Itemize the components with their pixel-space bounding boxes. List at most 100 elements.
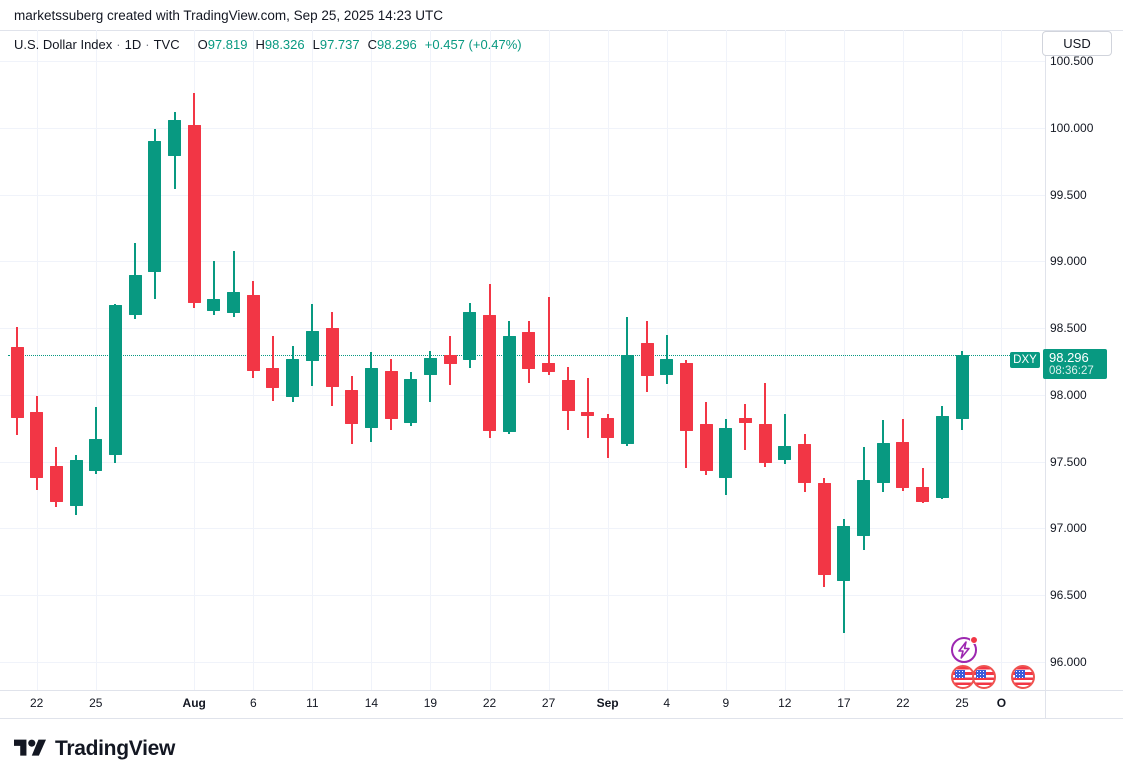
high-label: H	[255, 37, 265, 52]
events-lightning-icon[interactable]	[951, 636, 978, 663]
us-economic-event-flag-icon[interactable]	[1011, 665, 1035, 689]
candle-body	[128, 274, 142, 315]
horizontal-gridline	[0, 662, 1045, 663]
candle-body	[404, 378, 418, 423]
price-axis-label: 99.000	[1050, 254, 1087, 269]
symbol-header[interactable]: U.S. Dollar Index · 1D · TVC O97.819 H98.326 L9…	[14, 37, 522, 52]
symbol-price-flag: DXY	[1010, 352, 1040, 368]
close-label: C	[367, 37, 378, 52]
symbol-title[interactable]: U.S. Dollar Index	[14, 37, 113, 52]
time-axis-label: 11	[306, 696, 319, 710]
candle-wick	[744, 404, 747, 450]
us-economic-event-flag-icon[interactable]	[972, 665, 996, 689]
candle-body	[699, 424, 713, 471]
flag-canton	[955, 670, 965, 678]
price-axis-label: 96.000	[1050, 655, 1087, 669]
change-value: +0.457 (+0.47%)	[424, 37, 522, 52]
time-axis-label: 9	[722, 696, 730, 710]
candle-body	[837, 525, 851, 581]
last-price-label: 98.296 08:36:27	[1043, 349, 1107, 379]
candle-wick	[586, 377, 589, 438]
flag-canton	[1015, 670, 1025, 678]
horizontal-gridline	[0, 595, 1045, 597]
open-label: O	[197, 37, 208, 52]
header-separator: ·	[116, 37, 121, 52]
candle-body	[463, 312, 477, 361]
horizontal-gridline	[0, 528, 1045, 530]
candle-body	[542, 362, 556, 373]
candle-body	[266, 368, 280, 389]
candle-body	[916, 487, 930, 502]
candle-body	[69, 460, 83, 506]
flag-canton	[976, 670, 986, 678]
vertical-gridline	[784, 30, 786, 690]
low-value: 97.737	[319, 37, 360, 52]
vertical-gridline	[902, 30, 904, 690]
time-axis-label: 22	[482, 696, 497, 710]
time-axis-label: 12	[778, 696, 792, 710]
candle-wick	[212, 261, 215, 315]
candle-wick	[429, 350, 432, 402]
time-axis-label: 25	[89, 696, 103, 710]
bar-countdown-timer: 08:36:27	[1049, 365, 1094, 377]
vertical-gridline	[194, 30, 196, 690]
price-axis-label: 98.000	[1050, 387, 1087, 402]
time-axis-label: Aug	[182, 696, 206, 710]
time-axis-label: 27	[541, 696, 556, 710]
price-axis-label: 97.500	[1050, 454, 1087, 469]
horizontal-gridline	[0, 61, 1045, 62]
horizontal-gridline	[0, 127, 1045, 129]
candle-wick	[783, 413, 786, 465]
vertical-gridline	[1001, 30, 1003, 690]
price-axis-label: 96.500	[1050, 588, 1087, 603]
candle-body	[10, 346, 24, 418]
tradingview-logo[interactable]: TradingView	[14, 736, 175, 761]
time-axis-label: 22	[896, 696, 910, 710]
vertical-gridline	[607, 30, 609, 690]
low-label: L	[312, 37, 320, 52]
us-economic-event-flag-icon[interactable]	[951, 665, 975, 689]
high-value: 98.326	[264, 37, 305, 52]
candle-body	[502, 336, 516, 433]
last-price-value: 98.296	[1049, 350, 1089, 365]
vertical-gridline	[36, 30, 38, 690]
time-axis-label: 22	[30, 696, 44, 710]
candle-body	[935, 416, 949, 498]
candle-body	[620, 354, 634, 445]
vertical-gridline	[95, 30, 97, 690]
candle-body	[857, 480, 871, 537]
pane-bottom-border	[0, 690, 1123, 691]
candle-body	[246, 294, 260, 371]
candle-body	[640, 342, 654, 377]
price-axis-label: 99.500	[1050, 187, 1087, 202]
ohlc-readout: O97.819 H98.326 L97.737 C98.296	[190, 37, 417, 52]
candle-body	[581, 412, 595, 417]
candle-body	[443, 354, 457, 365]
header-separator: ·	[145, 37, 150, 52]
time-axis-label: 14	[364, 696, 379, 710]
candle-wick	[232, 250, 235, 318]
time-axis-label: 19	[423, 696, 438, 710]
horizontal-gridline	[0, 261, 1045, 263]
candle-body	[719, 428, 733, 478]
time-axis-label: O	[996, 696, 1007, 710]
candle-body	[108, 305, 122, 455]
time-axis-label: 17	[837, 696, 851, 710]
currency-toggle-button[interactable]: USD	[1042, 31, 1112, 56]
horizontal-gridline	[0, 461, 1045, 463]
candle-body	[758, 424, 772, 463]
attribution-text: marketssuberg created with TradingView.c…	[14, 8, 443, 23]
candle-body	[168, 119, 181, 156]
symbol-exchange[interactable]: TVC	[153, 37, 180, 52]
symbol-interval[interactable]: 1D	[124, 37, 142, 52]
candle-body	[601, 417, 615, 438]
price-axis-label: 100.000	[1050, 120, 1094, 135]
horizontal-gridline	[0, 328, 1045, 330]
horizontal-gridline	[0, 394, 1045, 396]
candle-body	[660, 358, 674, 375]
candle-wick	[547, 297, 550, 375]
open-value: 97.819	[207, 37, 248, 52]
candle-body	[561, 380, 575, 411]
